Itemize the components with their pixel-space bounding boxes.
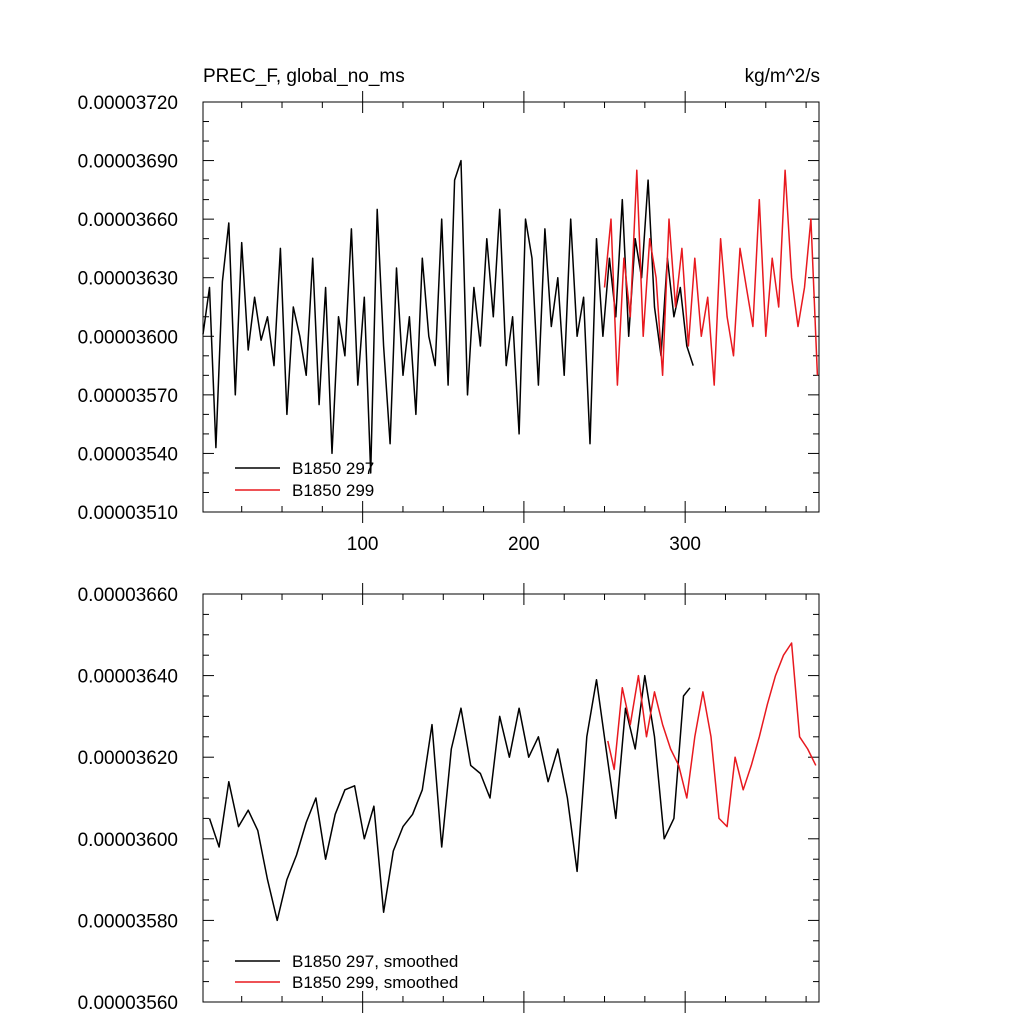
panel-top: PREC_F, global_no_ms kg/m^2/s 0.00003510…: [78, 66, 820, 555]
x-tick-labels-top: 100 200 300: [347, 534, 701, 555]
series-line-b1850-299-smoothed: [607, 642, 817, 828]
series-group-bottom: [208, 642, 817, 922]
y-tick-label: 0.00003640: [78, 667, 178, 688]
y-tick-label: 0.00003510: [78, 503, 178, 524]
legend-label-b1850-297: B1850 297: [292, 459, 374, 478]
series-group-top: [202, 159, 819, 474]
series-line-b1850-297: [202, 159, 694, 474]
y-tick-label: 0.00003580: [78, 911, 178, 932]
panel-bottom: 0.00003560 0.00003580 0.00003600 0.00003620…: [78, 583, 820, 1014]
y-tick-labels-bottom: 0.00003560 0.00003580 0.00003600 0.00003620…: [78, 585, 178, 1014]
y-tick-label: 0.00003660: [78, 210, 178, 231]
legend-bottom: B1850 297, smoothed B1850 299, smoothed: [235, 952, 458, 992]
y-tick-label: 0.00003690: [78, 152, 178, 173]
y-tick-labels-top: 0.00003510 0.00003540 0.00003570 0.00003600…: [78, 93, 178, 524]
y-tick-label: 0.00003660: [78, 585, 178, 606]
tick-marks-top: [203, 91, 819, 523]
units-label: kg/m^2/s: [745, 66, 820, 87]
legend-label-b1850-299: B1850 299: [292, 481, 374, 500]
y-tick-label: 0.00003620: [78, 748, 178, 769]
plot-frame-bottom: [202, 593, 820, 1003]
plot-frame-top: [202, 101, 820, 513]
y-tick-label: 0.00003570: [78, 386, 178, 407]
legend-top: B1850 297 B1850 299: [235, 459, 374, 500]
y-tick-label: 0.00003630: [78, 269, 178, 290]
y-tick-label: 0.00003600: [78, 327, 178, 348]
tick-marks-bottom: [203, 583, 819, 1013]
series-line-b1850-297-smoothed: [208, 674, 691, 922]
series-line-b1850-299: [603, 169, 819, 386]
x-tick-label: 300: [669, 534, 701, 555]
x-tick-label: 100: [347, 534, 379, 555]
x-tick-label: 200: [508, 534, 540, 555]
legend-label-b1850-297-smoothed: B1850 297, smoothed: [292, 952, 458, 971]
y-tick-label: 0.00003720: [78, 93, 178, 114]
legend-label-b1850-299-smoothed: B1850 299, smoothed: [292, 973, 458, 992]
y-tick-label: 0.00003540: [78, 444, 178, 465]
y-tick-label: 0.00003560: [78, 993, 178, 1014]
chart-title: PREC_F, global_no_ms: [203, 66, 405, 87]
y-tick-label: 0.00003600: [78, 830, 178, 851]
